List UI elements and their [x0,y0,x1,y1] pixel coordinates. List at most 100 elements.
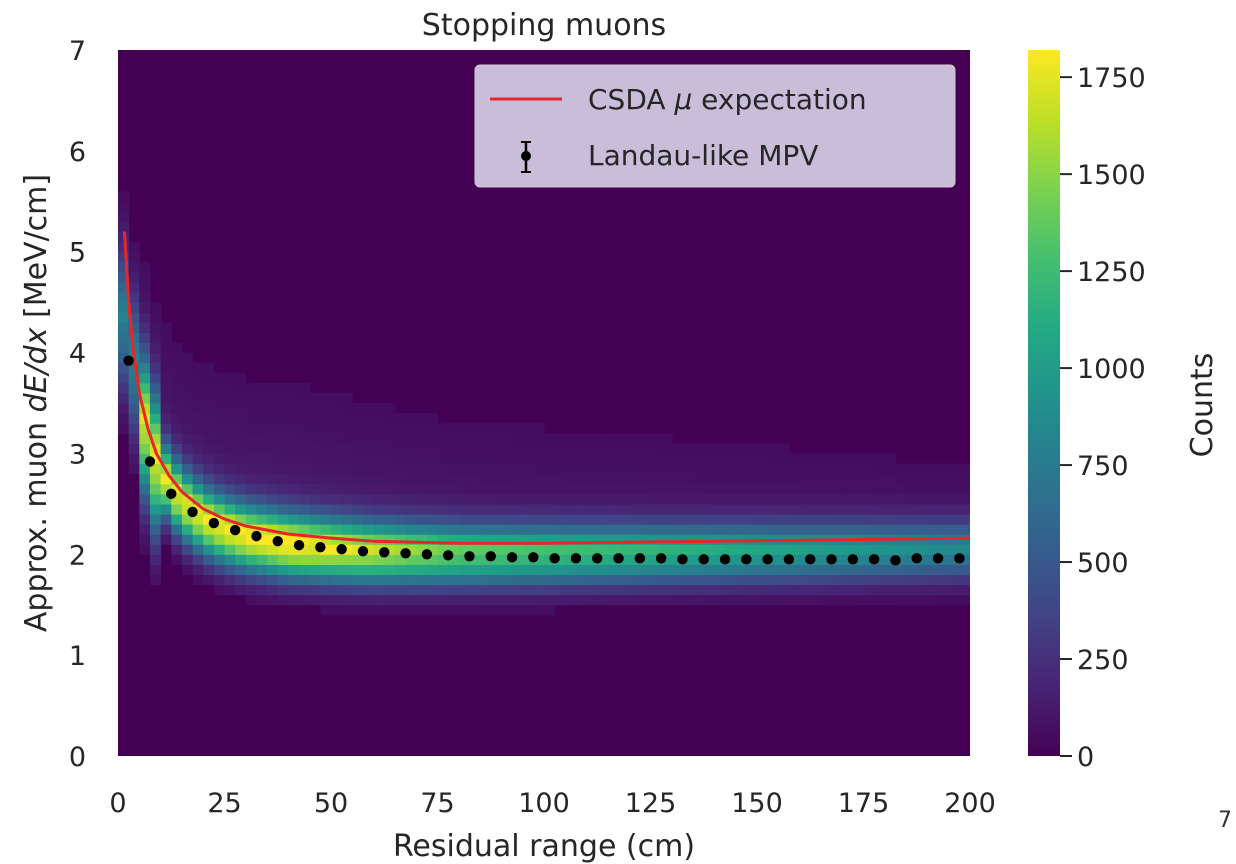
heatmap-cell [757,594,769,606]
heatmap-cell [118,251,130,263]
heatmap-cell [299,513,311,525]
heatmap-cell [149,403,162,414]
heatmap-cell [650,453,662,465]
heatmap-cell [458,554,471,565]
heatmap-cell [458,513,471,525]
heatmap-cell [448,544,460,555]
heatmap-cell [384,443,396,455]
x-axis-label: Residual range (cm) [393,829,695,864]
heatmap-cell [469,534,481,545]
heatmap-cell [938,493,950,505]
heatmap-cell [118,352,130,364]
mpv-point [911,553,922,564]
legend: CSDA μ expectation Landau-like MPV [474,64,956,188]
heatmap-cell [788,463,801,475]
heatmap-cell [373,433,385,444]
heatmap-cell [746,443,758,455]
heatmap-cell [352,413,364,424]
heatmap-cell [224,554,236,565]
heatmap-cell [203,524,215,535]
heatmap-cell [703,534,715,545]
heatmap-cell [788,544,801,555]
heatmap-cell [394,473,407,485]
heatmap-cell [522,433,534,444]
heatmap-cell [384,604,396,616]
heatmap-cell [299,544,311,555]
heatmap-cell [139,524,151,535]
heatmap-cell [682,564,694,576]
heatmap-cell [224,382,236,394]
colorbar-tick-label: 750 [1077,451,1129,482]
heatmap-cell [799,473,811,485]
heatmap-cell [607,443,620,455]
heatmap-cell [735,564,747,576]
heatmap-cell [586,493,598,505]
heatmap-cell [842,493,854,505]
heatmap-cell [618,534,630,545]
heatmap-cell [171,463,183,475]
heatmap-cell [203,574,215,586]
heatmap-cell [831,453,843,465]
heatmap-cell [373,453,385,465]
y-axis-label-prefix: Approx. muon [19,412,54,632]
heatmap-cell [682,473,694,485]
heatmap-cell [416,453,428,465]
heatmap-cell [959,513,970,525]
heatmap-cell [171,503,183,515]
heatmap-cell [480,564,492,576]
heatmap-cell [331,574,343,586]
heatmap-cell [512,473,524,485]
heatmap-cell [256,453,268,465]
heatmap-cell [394,554,407,565]
heatmap-cell [309,594,321,606]
heatmap-cell [788,574,801,586]
heatmap-cell [128,271,140,283]
heatmap-cell [565,574,577,586]
heatmap-cell [682,574,694,586]
heatmap-cell [874,453,886,465]
heatmap-cell [394,524,407,535]
heatmap-cell [267,403,279,414]
heatmap-cell [639,524,652,535]
heatmap-cell [852,453,865,465]
heatmap-cell [267,524,279,535]
heatmap-cell [288,564,300,576]
heatmap-cell [309,392,321,404]
heatmap-cell [607,483,620,495]
heatmap-cell [533,524,545,535]
heatmap-cell [948,473,960,485]
heatmap-cell [480,534,492,545]
heatmap-cell [299,584,311,596]
heatmap-cell [778,524,790,535]
heatmap-cell [565,534,577,545]
heatmap-cell [160,473,172,485]
heatmap-cell [331,463,343,475]
heatmap-cell [437,584,449,596]
heatmap-cell [490,453,502,465]
heatmap-cell [128,423,140,434]
heatmap-cell [512,574,524,586]
heatmap-cell [629,524,641,535]
heatmap-cell [373,524,385,535]
heatmap-cell [416,524,428,535]
heatmap-cell [181,403,194,414]
heatmap-cell [725,463,737,475]
heatmap-cell [959,584,970,596]
heatmap-cell [757,493,769,505]
heatmap-cell [384,524,396,535]
heatmap-cell [575,544,588,555]
heatmap-cell [554,503,566,515]
heatmap-cell [469,463,481,475]
heatmap-cell [544,433,556,444]
heatmap-cell [149,503,162,515]
heatmap-cell [288,423,300,434]
heatmap-cell [554,584,566,596]
heatmap-cell [245,443,258,455]
heatmap-cell [213,453,226,465]
heatmap-cell [597,574,609,586]
heatmap-cell [341,423,353,434]
heatmap-cell [203,453,215,465]
heatmap-cell [426,564,439,576]
heatmap-cell [714,524,726,535]
